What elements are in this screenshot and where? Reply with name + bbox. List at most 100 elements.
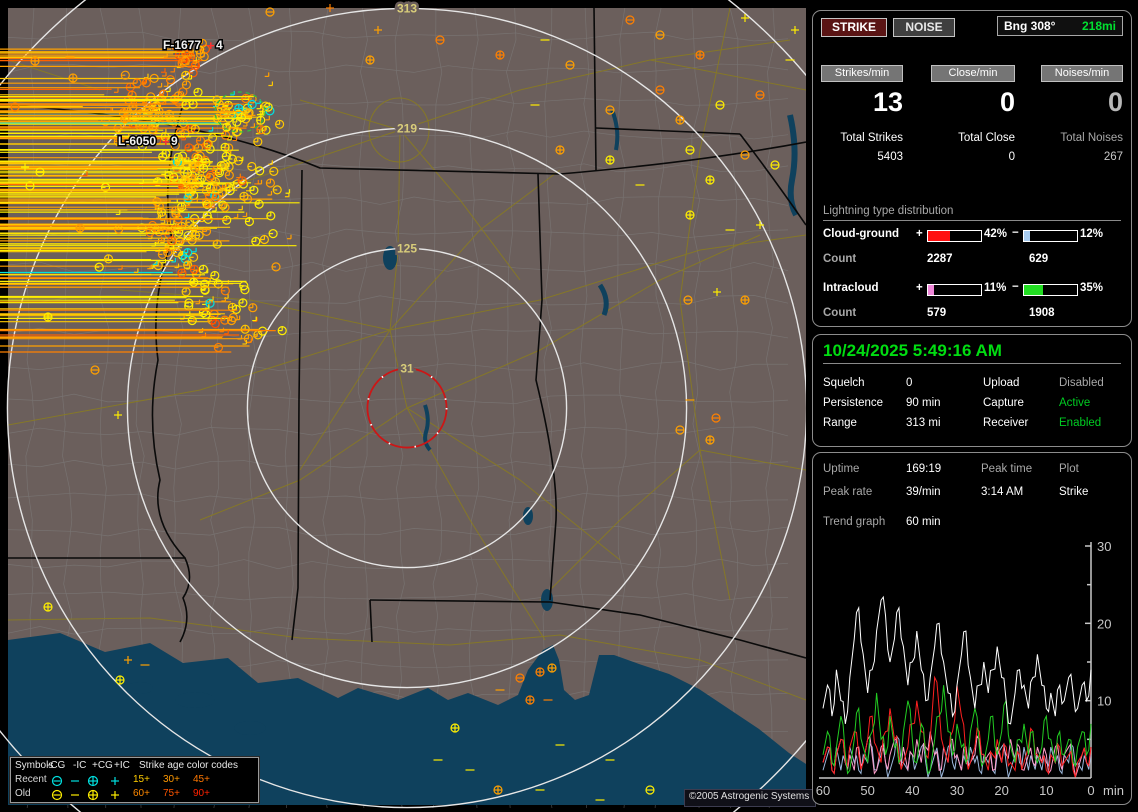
ic-minus-count: 1908: [1029, 307, 1055, 319]
bearing-readout: Bng 308° 218mi: [997, 16, 1123, 36]
legend-age-title: Strike age color codes: [139, 760, 238, 771]
noise-button[interactable]: NOISE: [893, 18, 955, 37]
range-label: Range: [823, 417, 857, 429]
upload-status: Disabled: [1059, 377, 1104, 389]
svg-text:30: 30: [1097, 540, 1111, 554]
copyright-notice: ©2005 Astrogenic Systems: [684, 789, 816, 807]
trend-window-value[interactable]: 60 min: [906, 516, 941, 528]
peak-rate-label: Peak rate: [823, 486, 873, 498]
legend-age-code: 45+: [193, 774, 210, 785]
range-value: 313 mi: [906, 417, 941, 429]
lightning-map[interactable]: 31 125 219 313 F-1677 +4 L-6050 +9: [0, 0, 806, 812]
capture-status: Active: [1059, 397, 1091, 409]
upload-label: Upload: [983, 377, 1020, 389]
close-per-min-value: 0: [999, 87, 1015, 117]
range-ring-label: 125: [397, 241, 417, 255]
svg-text:30: 30: [950, 783, 964, 798]
legend-age-code: 30+: [163, 774, 180, 785]
distribution-title: Lightning type distribution: [823, 205, 954, 217]
plot-label: Plot: [1059, 463, 1079, 475]
cg-plus-pct: 42%: [984, 228, 1008, 240]
trend-graph-label: Trend graph: [823, 516, 886, 528]
legend-header: -IC: [73, 760, 87, 771]
cg-minus-count: 629: [1029, 253, 1049, 265]
strike-button[interactable]: STRIKE: [821, 18, 887, 37]
datetime-display: 10/24/2025 5:49:16 AM: [823, 341, 1002, 360]
receiver-label: Receiver: [983, 417, 1029, 429]
ic-plus-count: 579: [927, 307, 947, 319]
range-ring-label: 313: [397, 1, 417, 15]
svg-text:50: 50: [860, 783, 874, 798]
noises-per-min-value: 0: [1107, 87, 1123, 117]
close-per-min-button[interactable]: Close/min: [931, 65, 1015, 82]
ic-plus-sign: +: [916, 282, 923, 294]
svg-text:20: 20: [1097, 616, 1111, 631]
total-strikes-value: 5403: [877, 151, 903, 163]
uptime-label: Uptime: [823, 463, 860, 475]
legend-age-code: 15+: [133, 774, 150, 785]
legend-header: +CG: [92, 760, 113, 771]
capture-label: Capture: [983, 397, 1024, 409]
trend-panel: Uptime 169:19 Peak time Plot Peak rate 3…: [812, 452, 1132, 805]
persistence-value: 90 min: [906, 397, 941, 409]
ic-minus-bar: [1023, 284, 1078, 296]
storm-cell-outline: [214, 91, 266, 133]
svg-text:10: 10: [1097, 694, 1111, 709]
cg-plus-sign: +: [916, 228, 923, 240]
total-noises-label: Total Noises: [1060, 132, 1123, 144]
datetime-divider: [823, 363, 1121, 364]
ic-plus-bar: [927, 284, 982, 296]
strike-symbols: [0, 4, 799, 801]
strikes-per-min-button[interactable]: Strikes/min: [821, 65, 903, 82]
uptime-value: 169:19: [906, 463, 942, 475]
total-noises-value: 267: [1103, 151, 1123, 163]
total-close-value: 0: [1008, 151, 1015, 163]
peak-time-label: Peak time: [981, 463, 1033, 475]
noises-per-min-button[interactable]: Noises/min: [1041, 65, 1123, 82]
storm-cell-id: L-6050: [118, 134, 156, 148]
svg-text:60: 60: [816, 783, 830, 798]
total-close-label: Total Close: [958, 132, 1015, 144]
squelch-value: 0: [906, 377, 913, 389]
svg-text:20: 20: [994, 783, 1008, 798]
ic-minus-sign: −: [1012, 281, 1019, 293]
receiver-status: Enabled: [1059, 417, 1102, 429]
cg-minus-sign: −: [1012, 227, 1019, 239]
legend-header: +IC: [114, 760, 130, 771]
storm-cell-marker: +: [162, 134, 170, 149]
ic-label: Intracloud: [823, 282, 879, 294]
status-panel: 10/24/2025 5:49:16 AM Squelch 0 Upload D…: [812, 334, 1132, 447]
bearing-distance: 218mi: [1081, 19, 1116, 33]
svg-text:10: 10: [1039, 783, 1053, 798]
ic-count-label: Count: [823, 307, 857, 319]
legend-age-code: 90+: [193, 788, 210, 799]
cg-plus-count: 2287: [927, 253, 953, 265]
strike-stats-panel: STRIKE NOISE Bng 308° 218mi Strikes/min …: [812, 10, 1132, 327]
bearing-value: Bng 308°: [1004, 19, 1056, 33]
storm-cell-id: F-1677: [163, 38, 201, 52]
legend-header: -CG: [47, 760, 66, 771]
squelch-label: Squelch: [823, 377, 865, 389]
persistence-label: Persistence: [823, 397, 884, 409]
legend-row-label: Old: [15, 788, 31, 799]
legend-symbols: [51, 789, 119, 801]
peak-time-value: 3:14 AM: [981, 486, 1024, 498]
svg-text:0: 0: [1087, 783, 1094, 798]
legend-age-code: 60+: [133, 788, 150, 799]
storm-cell-count: 4: [216, 38, 223, 52]
range-ring-label: 219: [397, 121, 417, 135]
plot-mode-value: Strike: [1059, 486, 1089, 498]
cg-count-label: Count: [823, 253, 857, 265]
cg-label: Cloud-ground: [823, 228, 900, 240]
symbol-legend: Symbols -CG -IC +CG +IC Strike age color code…: [9, 756, 260, 804]
peak-rate-value: 39/min: [906, 486, 941, 498]
trend-graph: 10 20 30 60 50 40 30 20 10 0 min: [816, 540, 1124, 798]
legend-symbols: [51, 775, 119, 787]
range-ring-label: 31: [400, 361, 414, 375]
storm-cell-marker: +: [207, 38, 215, 53]
distribution-divider: [823, 220, 1121, 221]
storm-cell-count: 9: [171, 134, 178, 148]
svg-text:min: min: [1103, 783, 1124, 798]
svg-text:40: 40: [905, 783, 919, 798]
